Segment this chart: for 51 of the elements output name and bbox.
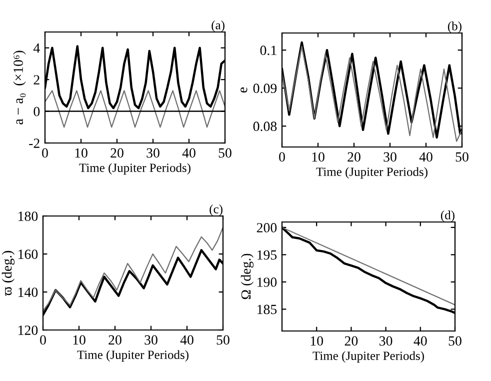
x-tick-label: 20 xyxy=(344,336,358,346)
chart-title: (c) xyxy=(210,204,222,216)
x-axis-title: Time (Jupiter Periods) xyxy=(316,167,428,179)
chart-title: (d) xyxy=(440,210,454,222)
y-tick-label: -2 xyxy=(29,138,40,148)
x-axis-title: Time (Jupiter Periods) xyxy=(79,163,190,175)
line-series xyxy=(43,226,223,312)
x-tick-label: 20 xyxy=(348,152,360,162)
chart-title: (b) xyxy=(448,22,462,33)
x-tick-label: 50 xyxy=(216,335,230,345)
y-tick-label: 200 xyxy=(256,223,277,232)
x-tick-label: 20 xyxy=(108,335,122,345)
y-tick-label: 160 xyxy=(18,250,38,259)
x-tick-label: 10 xyxy=(75,148,88,158)
y-tick-label: 0.08 xyxy=(253,122,277,132)
x-tick-label: 30 xyxy=(384,152,396,162)
y-tick-label: 140 xyxy=(18,288,38,297)
x-tick-label: 30 xyxy=(146,148,160,158)
y-tick-label: 195 xyxy=(258,250,277,260)
x-tick-label: 40 xyxy=(182,148,196,158)
x-tick-label: 50 xyxy=(448,336,462,346)
y-axis-title: ϖ (deg.) xyxy=(2,250,15,296)
x-tick-label: 0 xyxy=(42,148,48,158)
y-tick-label: 0 xyxy=(34,106,40,116)
x-tick-label: 50 xyxy=(218,148,232,158)
chart-title: (a) xyxy=(212,20,224,32)
y-tick-label: 4 xyxy=(33,44,40,53)
y-tick-label: 2 xyxy=(34,75,40,84)
x-tick-label: 40 xyxy=(414,336,427,346)
x-tick-label: 20 xyxy=(110,148,124,158)
y-tick-label: 120 xyxy=(18,326,38,335)
x-tick-label: 40 xyxy=(180,335,194,345)
y-axis-title: e xyxy=(240,87,248,93)
line-series xyxy=(45,90,225,128)
x-tick-label: 10 xyxy=(310,336,324,346)
y-tick-label: 180 xyxy=(18,212,38,221)
x-tick-label: 50 xyxy=(456,152,468,162)
y-tick-label: 0.1 xyxy=(260,46,276,56)
x-tick-label: 40 xyxy=(419,152,432,162)
y-tick-label: 0.09 xyxy=(253,84,277,94)
x-axis-title: Time (Jupiter Periods) xyxy=(312,351,424,363)
x-axis-title: Time (Jupiter Periods) xyxy=(77,350,188,362)
y-tick-label: 185 xyxy=(258,304,277,314)
x-tick-label: 30 xyxy=(380,336,392,346)
x-tick-label: 30 xyxy=(144,335,158,345)
x-tick-label: 10 xyxy=(312,152,324,162)
x-tick-label: 0 xyxy=(279,152,285,162)
x-tick-label: 10 xyxy=(73,335,86,345)
y-tick-label: 190 xyxy=(258,278,277,287)
y-axis-title: a − a₀ (×10⁶) xyxy=(13,50,26,124)
y-axis-title: Ω (deg.) xyxy=(240,254,254,300)
